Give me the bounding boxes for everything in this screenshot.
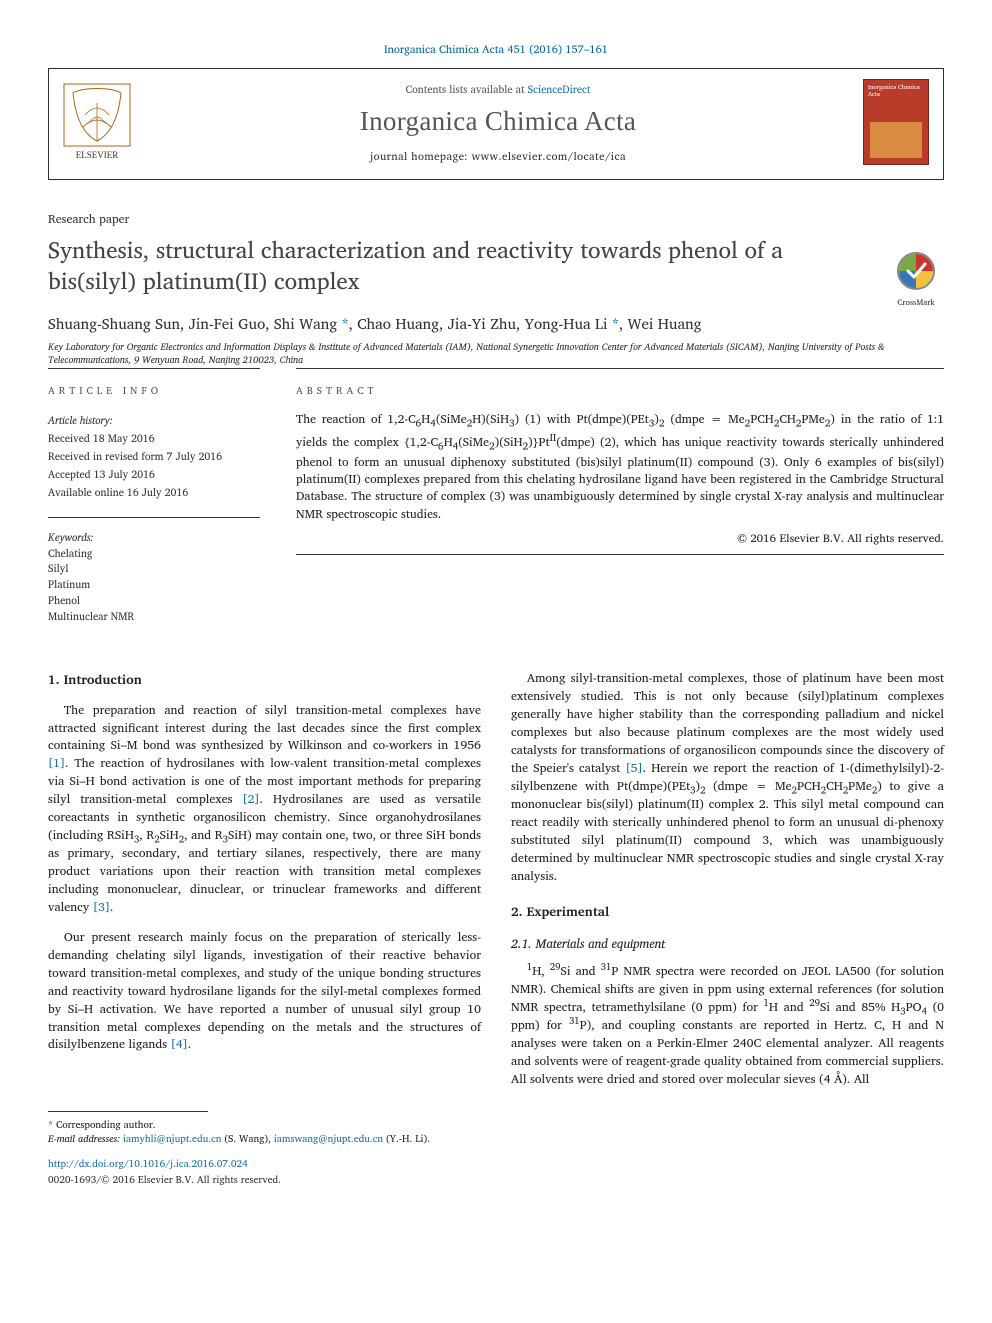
contents-prefix: Contents lists available at: [406, 80, 528, 98]
doi-link[interactable]: http://dx.doi.org/10.1016/j.ica.2016.07.…: [48, 1156, 248, 1172]
doi-block: http://dx.doi.org/10.1016/j.ica.2016.07.…: [48, 1156, 944, 1188]
email-label: E-mail addresses:: [48, 1131, 120, 1147]
journal-homepage: journal homepage: www.elsevier.com/locat…: [145, 147, 851, 165]
history-label: Article history:: [48, 411, 260, 429]
affiliation: Key Laboratory for Organic Electronics a…: [48, 342, 944, 368]
citation-line: Inorganica Chimica Acta 451 (2016) 157–1…: [48, 40, 944, 58]
author-list: Shuang-Shuang Sun, Jin-Fei Guo, Shi Wang…: [48, 313, 944, 334]
homepage-url[interactable]: www.elsevier.com/locate/ica: [472, 147, 626, 165]
experimental-heading: 2. Experimental: [511, 902, 944, 921]
article-title: Synthesis, structural characterization a…: [48, 235, 828, 297]
crossmark-badge[interactable]: CrossMark: [888, 251, 944, 309]
exp-p1: 1H, 29Si and 31P NMR spectra were record…: [511, 963, 944, 1089]
journal-header: ELSEVIER Contents lists available at Sci…: [48, 68, 944, 180]
sciencedirect-link[interactable]: ScienceDirect: [528, 80, 591, 98]
abstract-head: ABSTRACT: [296, 383, 944, 399]
history-lines: Received 18 May 2016Received in revised …: [48, 429, 260, 501]
article-type: Research paper: [48, 210, 944, 229]
elsevier-logo: ELSEVIER: [63, 83, 131, 161]
email-1-name: (S. Wang),: [221, 1131, 273, 1147]
corresponding-author: * Corresponding author.: [48, 1118, 944, 1132]
cover-title: Inorganica Chimica Acta: [868, 84, 924, 97]
intro-p1: The preparation and reaction of silyl tr…: [48, 702, 481, 917]
abstract-text: The reaction of 1,2-C6H4(SiMe2H)(SiH3) (…: [296, 411, 944, 523]
journal-cover-thumb: Inorganica Chimica Acta: [863, 79, 929, 165]
homepage-label: journal homepage:: [370, 147, 472, 165]
journal-name: Inorganica Chimica Acta: [145, 106, 851, 137]
intro-heading: 1. Introduction: [48, 670, 481, 689]
email-2-name: (Y.-H. Li).: [386, 1131, 430, 1147]
experimental-subheading: 2.1. Materials and equipment: [511, 935, 944, 953]
email-1[interactable]: iamyhli@njupt.edu.cn: [123, 1131, 221, 1147]
email-2[interactable]: iamswang@njupt.edu.cn: [274, 1131, 383, 1147]
issn-line: 0020-1693/© 2016 Elsevier B.V. All right…: [48, 1172, 944, 1188]
intro-p3: Among silyl-transition-metal complexes, …: [511, 670, 944, 885]
article-body: 1. Introduction The preparation and reac…: [48, 670, 944, 1088]
footnotes: * Corresponding author. E-mail addresses…: [48, 1118, 944, 1146]
contents-available: Contents lists available at ScienceDirec…: [145, 80, 851, 98]
article-info-head: ARTICLE INFO: [48, 383, 260, 399]
keywords-list: ChelatingSilylPlatinumPhenolMultinuclear…: [48, 546, 260, 625]
intro-p2: Our present research mainly focus on the…: [48, 929, 481, 1055]
email-line: E-mail addresses: iamyhli@njupt.edu.cn (…: [48, 1132, 944, 1146]
copyright-line: © 2016 Elsevier B.V. All rights reserved…: [296, 529, 944, 548]
crossmark-label: CrossMark: [888, 295, 944, 309]
svg-text:ELSEVIER: ELSEVIER: [76, 150, 119, 160]
